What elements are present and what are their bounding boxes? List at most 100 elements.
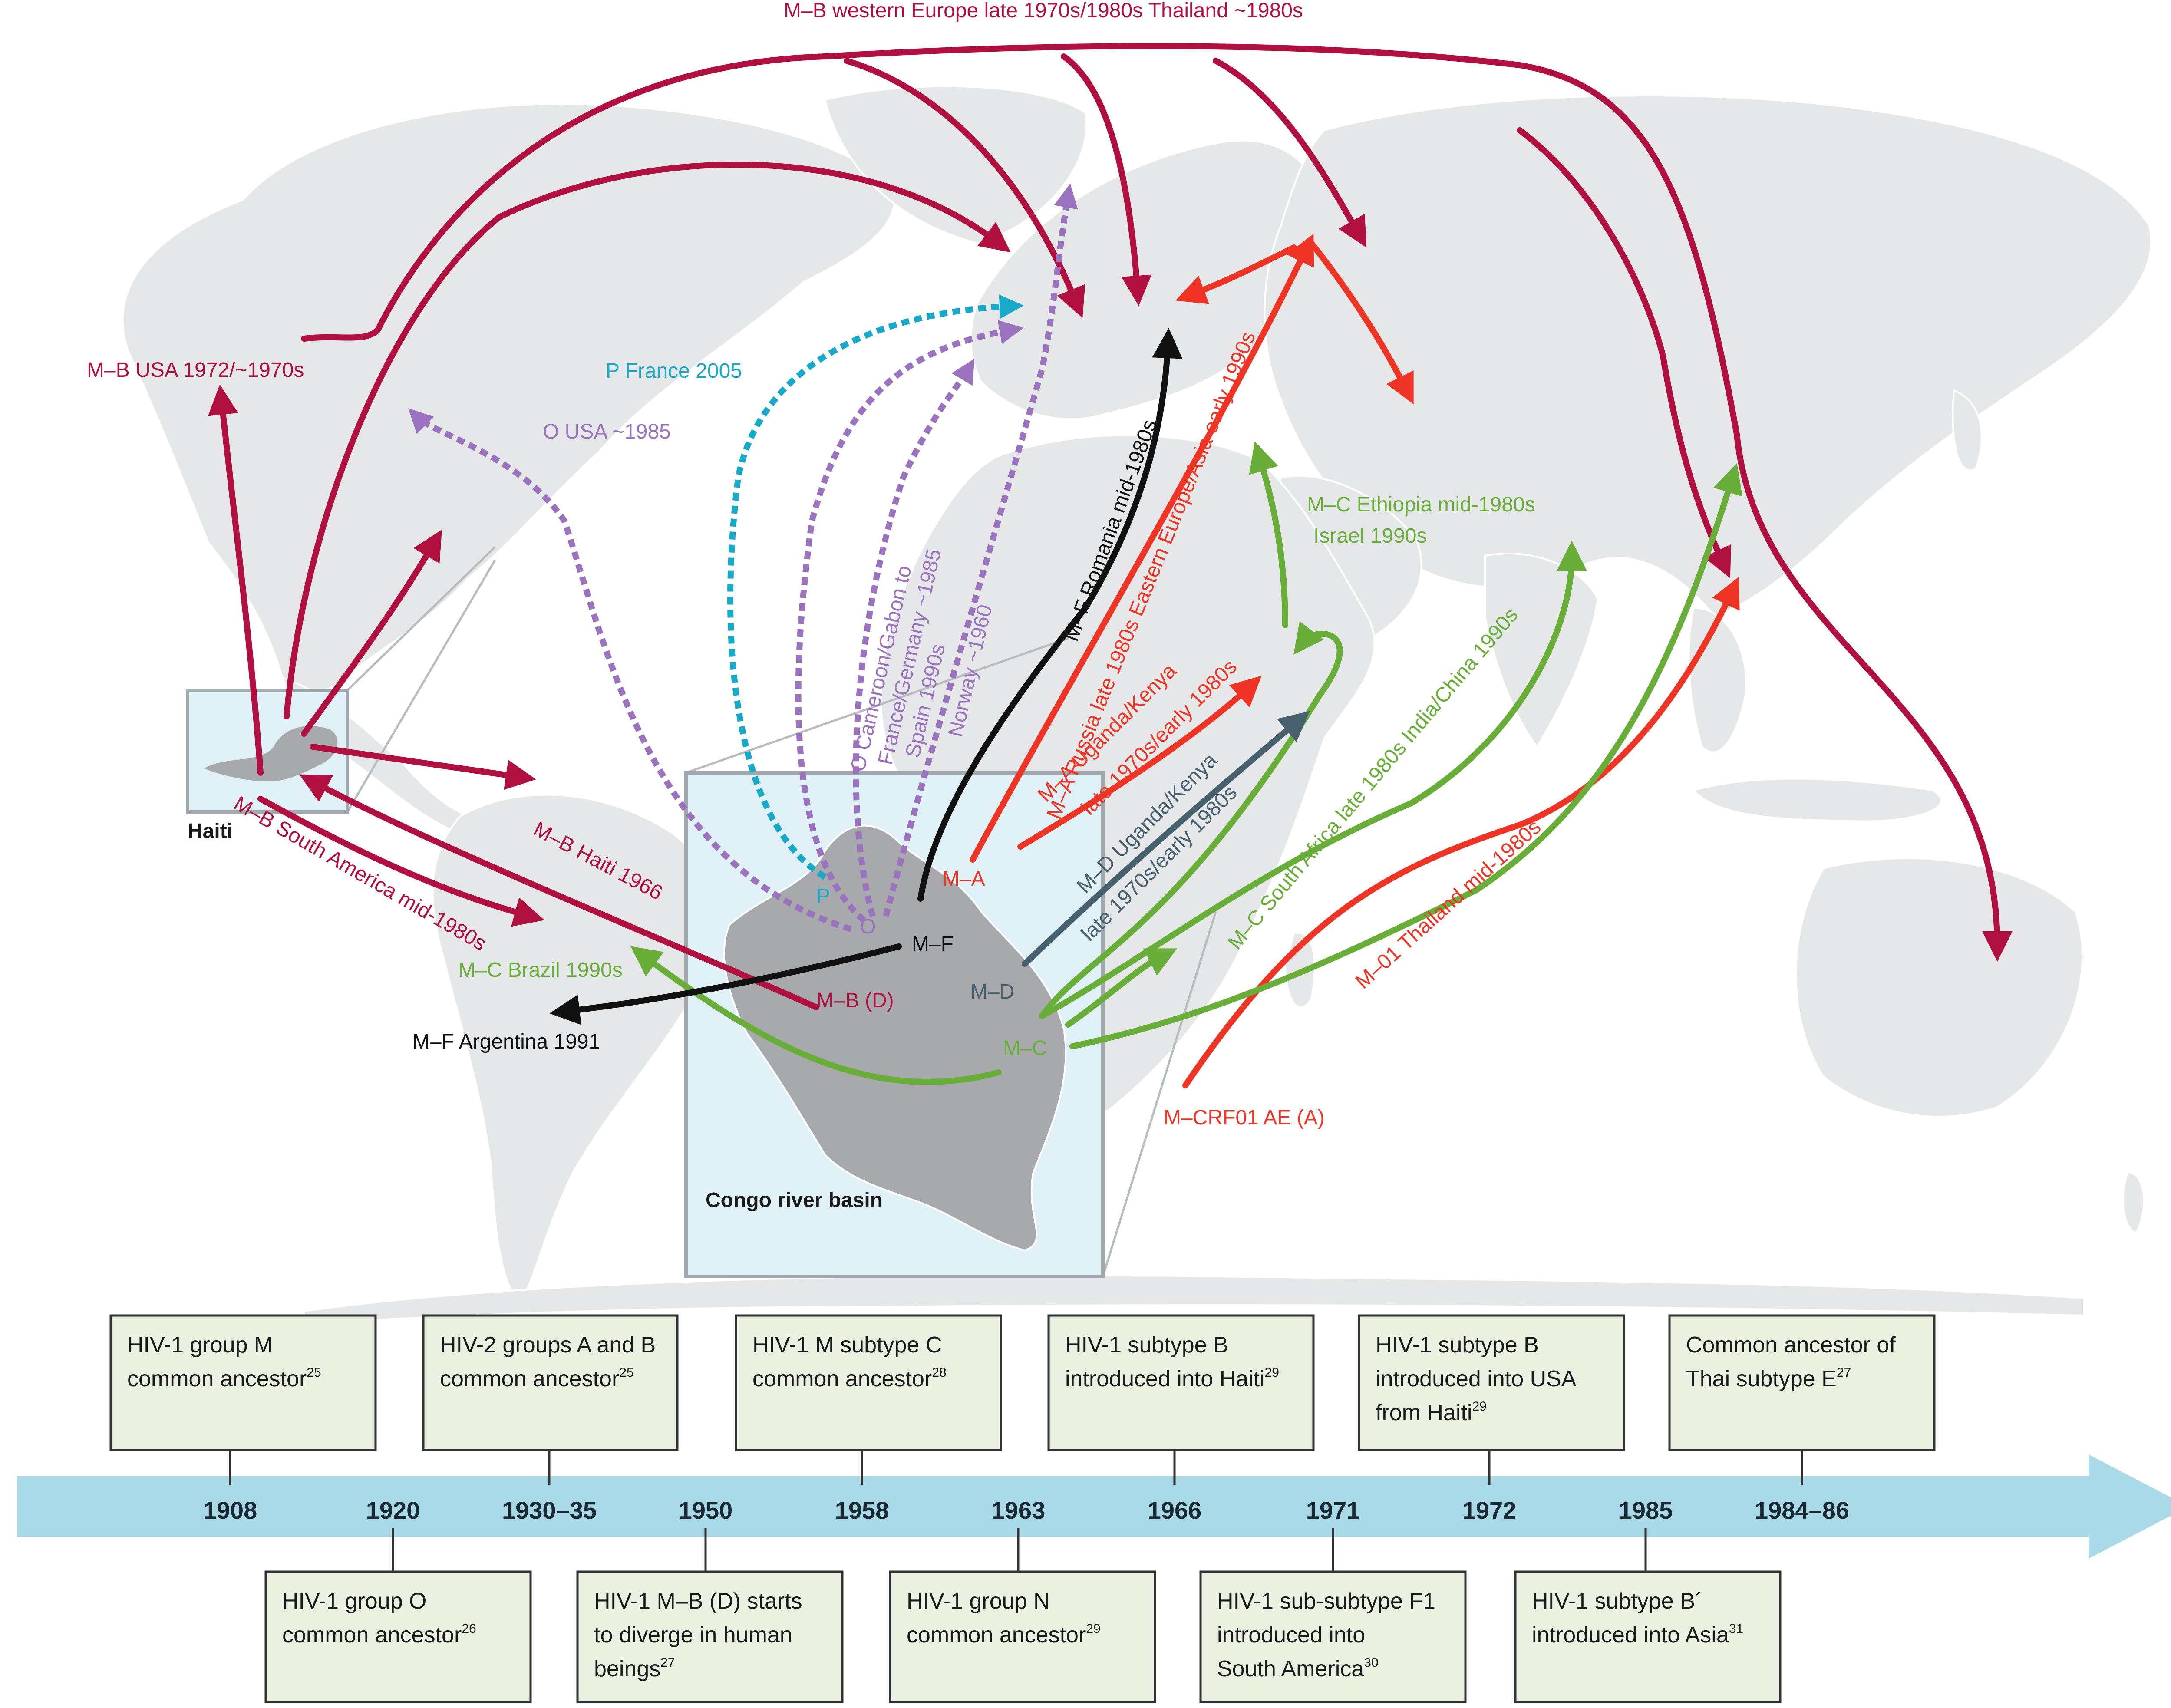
congo-label: Congo river basin (706, 1189, 883, 1212)
mf-arrow-to-romania (917, 328, 1183, 902)
timeline-event-frame (1358, 1314, 1625, 1451)
timeline-event-text: Thai subtype E27 (1686, 1365, 1851, 1391)
mc-arrow-to-china (1069, 463, 1743, 1049)
timeline-event-text: common ancestor29 (907, 1622, 1101, 1648)
timeline-event-ref: 30 (1364, 1655, 1378, 1670)
timeline-event-text: introduced into USA (1376, 1366, 1577, 1391)
haiti-inset-connector-1 (346, 546, 496, 691)
haiti-inset-connector-2 (346, 559, 496, 813)
timeline-event-frame (735, 1314, 1002, 1451)
o-arrow-to-france (795, 320, 1024, 923)
timeline-event-box: HIV-1 M subtype C common ancestor28 (735, 1314, 1002, 1451)
timeline-event-frame (1668, 1314, 1936, 1451)
ma-arrow-to-eastern-europe (1175, 244, 1297, 304)
mb-arrow-transatlantic-arc (375, 43, 2013, 962)
timeline-event-frame (1047, 1314, 1315, 1451)
label-mc-ethiopia-line2: Israel 1990s (1313, 524, 1427, 547)
timeline-event-text: HIV-1 subtype B (1376, 1332, 1539, 1358)
congo-inset: Congo river basin (684, 637, 1217, 1278)
congo-inset-connector-2 (1102, 911, 1217, 1277)
timeline-event-text: common ancestor25 (440, 1365, 634, 1391)
timeline-year: 1963 (991, 1497, 1046, 1524)
ma-arrow-to-asia (1308, 240, 1414, 405)
origin-mc: M–C (1003, 1037, 1047, 1060)
timeline-event-frame (422, 1314, 679, 1451)
label-mb-western-europe: M–B western Europe late 1970s/1980s Thai… (784, 0, 1303, 22)
label-mcrf01: M–CRF01 AE (A) (1164, 1106, 1325, 1129)
timeline-events: HIV-1 group M common ancestor25 HIV-2 grou… (109, 1314, 1936, 1703)
mc-arrow-to-ethiopia (1039, 621, 1343, 1019)
origin-labels: P O M–F M–A M–D M–C M–B (D) (816, 867, 1047, 1060)
mc-arrow-to-southern-africa (1065, 948, 1178, 1028)
timeline-event-text: HIV-2 groups A and B (440, 1332, 656, 1358)
o-arrow-to-spain (853, 358, 975, 917)
timeline-event-frame (1199, 1570, 1467, 1703)
timeline-event-box: HIV-1 group N common ancestor29 (889, 1570, 1156, 1703)
label-o-usa: O USA ~1985 (543, 420, 671, 443)
mb-arrow-to-western-europe (844, 58, 1086, 318)
timeline-event-text: common ancestor26 (282, 1622, 476, 1648)
origin-mbd: M–B (D) (816, 989, 894, 1012)
timeline-event-ref: 27 (660, 1655, 675, 1670)
timeline-event-box: HIV-1 subtype B´ introduced into Asia31 (1514, 1570, 1782, 1703)
timeline-year: 1985 (1619, 1497, 1673, 1524)
origin-o: O (860, 915, 876, 938)
timeline-event-box: HIV-1 subtype B introduced into Haiti29 (1047, 1314, 1315, 1451)
ma-arrow-to-uganda-kenya (1017, 676, 1262, 850)
timeline-year: 1930–35 (502, 1497, 597, 1524)
timeline-event-text: HIV-1 subtype B´ (1532, 1589, 1702, 1614)
south-america-landmass (432, 794, 718, 1304)
timeline-year: 1984–86 (1755, 1497, 1849, 1524)
timeline-event-ref: 29 (1265, 1365, 1279, 1380)
label-mc-brazil: M–C Brazil 1990s (458, 959, 623, 982)
timeline-event-box: Common ancestor of Thai subtype E27 (1668, 1314, 1936, 1451)
o-arrow-to-norway (883, 183, 1078, 917)
mc-routes (630, 441, 1743, 1085)
mb-arrow-to-central-europe (1061, 53, 1152, 306)
timeline-event-ref: 25 (307, 1365, 321, 1380)
origin-md: M–D (970, 980, 1014, 1003)
mb-arrow-to-usa (208, 384, 264, 776)
timeline-event-frame (889, 1570, 1156, 1703)
timeline-event-text: introduced into (1217, 1622, 1365, 1648)
timeline-year: 1950 (679, 1497, 733, 1524)
timeline-year: 1908 (203, 1497, 257, 1524)
mc-arrow-ethiopia-to-israel (1249, 441, 1288, 628)
origin-p: P (816, 885, 830, 908)
timeline-event-text: HIV-1 M–B (D) starts (594, 1589, 802, 1614)
mb-arrow-usa-to-europe-arc (284, 162, 1011, 719)
mf-arrow-to-argentina (549, 943, 902, 1025)
timeline-event-text: HIV-1 group M (127, 1332, 273, 1358)
timeline-event-text: HIV-1 sub-subtype F1 (1217, 1589, 1435, 1614)
timeline-event-ref: 28 (932, 1365, 946, 1380)
japan-landmass (1952, 389, 1983, 471)
timeline-year: 1971 (1306, 1497, 1360, 1524)
mc-arrow-to-south-africa-india (1039, 541, 1587, 1019)
md-routes (1022, 711, 1310, 967)
timeline-year: 1920 (366, 1497, 420, 1524)
timeline-event-box: HIV-1 sub-subtype F1 introduced into South… (1199, 1570, 1467, 1703)
timeline-event-text: introduced into Haiti29 (1065, 1365, 1279, 1391)
mb-arrow-congo-to-haiti (299, 774, 819, 1010)
timeline-event-frame (109, 1314, 377, 1451)
timeline-event-ref: 31 (1729, 1622, 1743, 1636)
timeline-event-ref: 26 (462, 1622, 476, 1636)
timeline-year: 1958 (835, 1497, 889, 1524)
southeast-asia-landmass (1688, 607, 1747, 753)
mf-routes (549, 328, 1183, 1025)
congo-basin-shape (723, 824, 1067, 1252)
label-p-france: P France 2005 (606, 359, 742, 382)
mb-routes (208, 43, 2013, 1010)
p-arrow-to-france (727, 294, 1024, 880)
ma-routes (970, 234, 1740, 1088)
timeline-event-text: to diverge in human (594, 1622, 792, 1648)
timeline-event-box: HIV-1 group O common ancestor26 (264, 1570, 532, 1703)
timeline-event-ref: 29 (1472, 1399, 1486, 1414)
timeline-event-text: HIV-1 subtype B (1065, 1332, 1228, 1358)
africa-landmass (880, 434, 1376, 1113)
timeline-event-text: introduced into Asia31 (1532, 1622, 1743, 1648)
timeline-event-ref: 25 (619, 1365, 633, 1380)
timeline-event-frame (576, 1570, 844, 1703)
mb-arrow-haiti-to-brazil (257, 796, 544, 927)
